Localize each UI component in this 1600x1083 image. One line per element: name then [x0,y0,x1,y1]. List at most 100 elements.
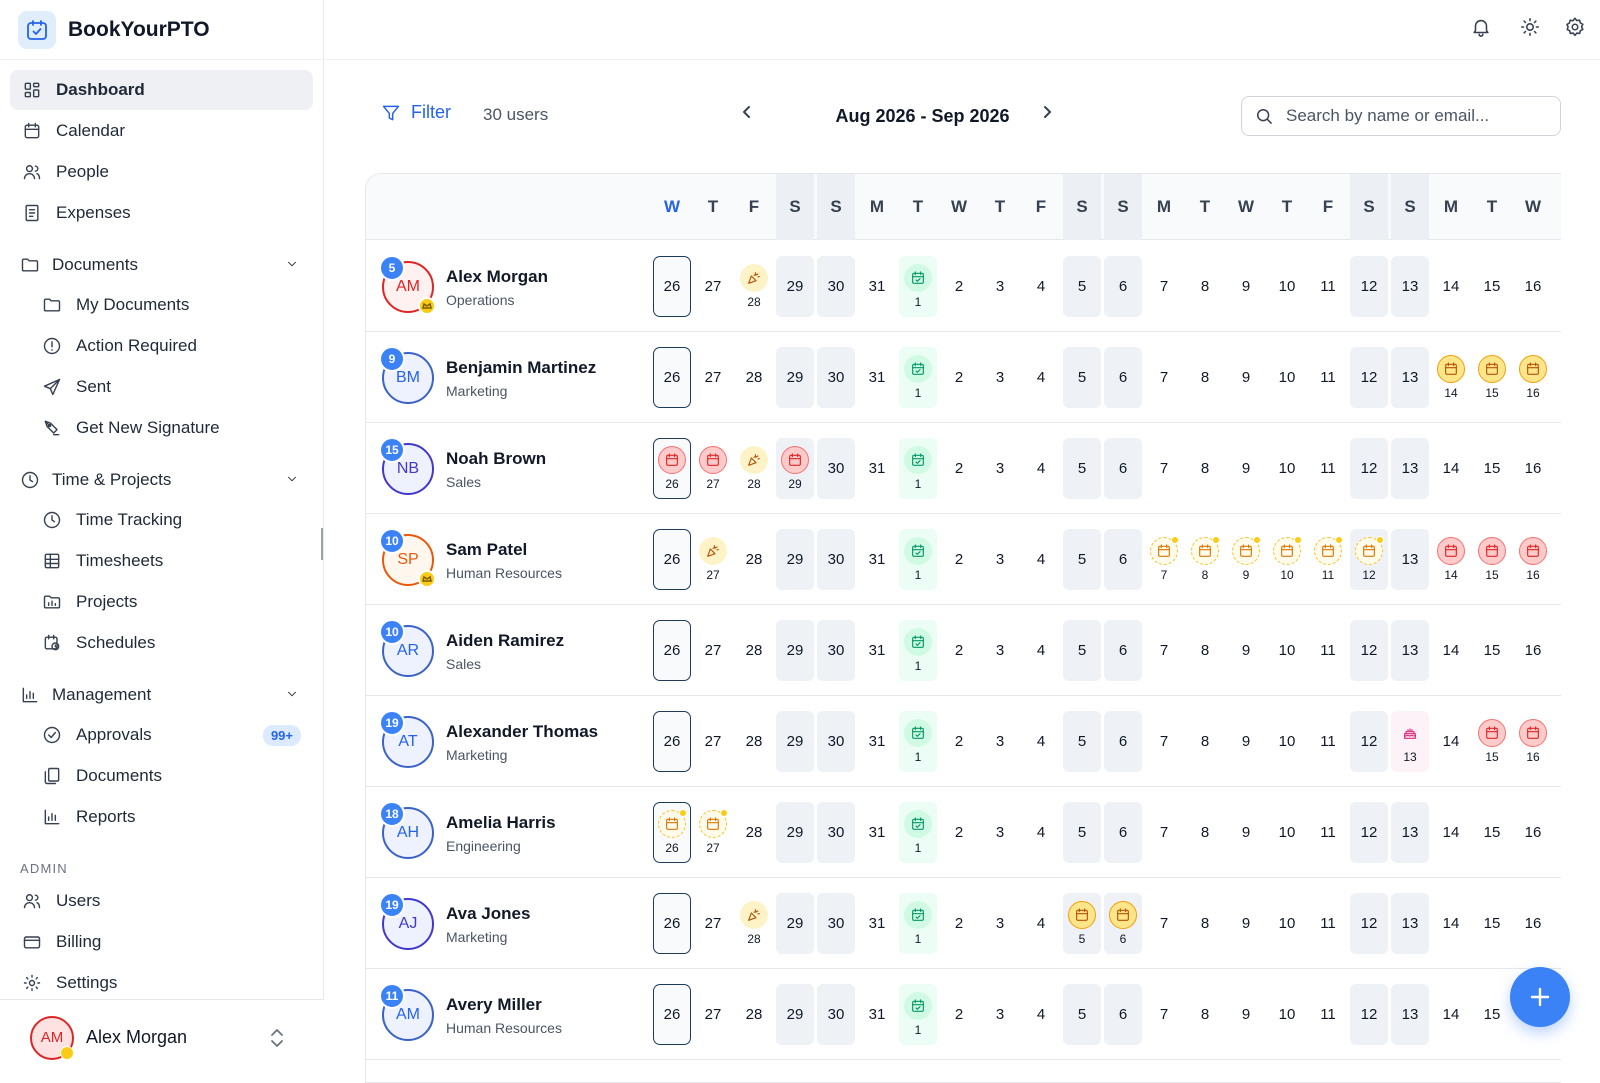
day-cell[interactable]: 8 [1200,642,1210,659]
day-cell[interactable]: 3 [995,278,1005,295]
day-cell[interactable]: 4 [1036,733,1046,750]
day-cell[interactable]: 11 [1320,915,1336,932]
day-cell[interactable]: 1 [899,802,937,863]
day-cell[interactable]: 26 [653,802,691,863]
day-cell[interactable]: 3 [995,915,1005,932]
day-cell[interactable]: 28 [745,1006,763,1023]
day-cell[interactable]: 27 [704,1006,722,1023]
day-cell[interactable]: 28 [735,893,773,954]
person-name[interactable]: Noah Brown [446,449,547,468]
add-button[interactable] [1510,967,1570,1027]
sidebar-item-projects[interactable]: Projects [10,582,313,622]
table-row[interactable]: AT 19 Alexander Thomas Marketing 26 27 28 29 30 3… [366,696,1561,787]
day-cell[interactable]: 4 [1036,278,1046,295]
day-cell[interactable]: 26 [653,529,691,590]
day-cell[interactable]: 10 [1278,1006,1296,1023]
day-cell[interactable]: 8 [1200,824,1210,841]
day-cell[interactable]: 10 [1268,529,1306,590]
day-cell[interactable]: 15 [1483,460,1501,477]
gear-icon[interactable] [1562,14,1588,40]
day-cell[interactable]: 5 [1063,529,1101,590]
day-cell[interactable]: 27 [694,802,732,863]
day-cell[interactable]: 30 [817,438,855,499]
day-cell[interactable]: 28 [735,438,773,499]
day-cell[interactable]: 14 [1432,347,1470,408]
day-cell[interactable]: 12 [1350,893,1388,954]
next-range-button[interactable] [1033,98,1061,126]
day-cell[interactable]: 6 [1104,802,1142,863]
day-cell[interactable]: 14 [1442,824,1460,841]
sidebar-item-approvals[interactable]: Approvals 99+ [10,715,313,755]
avatar[interactable]: SP [382,534,434,586]
day-cell[interactable]: 14 [1442,642,1460,659]
day-cell[interactable]: 7 [1159,369,1169,386]
table-row[interactable]: AR 10 Aiden Ramirez Sales 26 27 28 29 30 31 1 2 3 4 5 6… [366,605,1561,696]
section-management[interactable]: Management [10,675,313,715]
day-cell[interactable]: 11 [1320,460,1336,477]
sidebar-item-users[interactable]: Users [10,881,313,921]
day-cell[interactable]: 14 [1442,733,1460,750]
day-cell[interactable]: 31 [868,551,886,568]
day-cell[interactable]: 2 [954,369,964,386]
day-cell[interactable]: 13 [1391,438,1429,499]
day-cell[interactable]: 16 [1524,824,1542,841]
day-cell[interactable]: 9 [1241,369,1251,386]
day-cell[interactable]: 26 [653,984,691,1045]
day-cell[interactable]: 12 [1350,802,1388,863]
day-cell[interactable]: 15 [1483,642,1501,659]
sidebar-item-get-new-signature[interactable]: Get New Signature [10,408,313,448]
day-cell[interactable]: 14 [1442,460,1460,477]
day-cell[interactable]: 12 [1350,711,1388,772]
sidebar-resize-handle[interactable] [319,528,325,560]
day-cell[interactable]: 5 [1063,347,1101,408]
day-cell[interactable]: 28 [735,256,773,317]
day-cell[interactable]: 6 [1104,256,1142,317]
day-cell[interactable]: 29 [776,711,814,772]
day-cell[interactable]: 2 [954,642,964,659]
day-cell[interactable]: 11 [1320,642,1336,659]
day-cell[interactable]: 1 [899,347,937,408]
day-cell[interactable]: 5 [1063,984,1101,1045]
day-cell[interactable]: 5 [1063,620,1101,681]
day-cell[interactable]: 14 [1442,1006,1460,1023]
sidebar-item-timesheets[interactable]: Timesheets [10,541,313,581]
section-time-projects[interactable]: Time & Projects [10,460,313,500]
sidebar-item-schedules[interactable]: Schedules [10,623,313,663]
day-cell[interactable]: 9 [1241,460,1251,477]
day-cell[interactable]: 13 [1391,347,1429,408]
day-cell[interactable]: 5 [1063,802,1101,863]
avatar[interactable]: AH [382,807,434,859]
person-name[interactable]: Alex Morgan [446,267,549,286]
day-cell[interactable]: 31 [868,642,886,659]
day-cell[interactable]: 10 [1278,824,1296,841]
day-cell[interactable]: 29 [776,347,814,408]
day-cell[interactable]: 31 [868,278,886,295]
day-cell[interactable]: 1 [899,620,937,681]
day-cell[interactable]: 7 [1159,278,1169,295]
day-cell[interactable]: 31 [868,915,886,932]
table-row[interactable]: AH 18 Amelia Harris Engineering 26 27 28 29 30 31… [366,787,1561,878]
day-cell[interactable]: 2 [954,824,964,841]
table-row[interactable]: AJ 19 Ava Jones Marketing 26 27 28 29 30 31 1 2 3 4 5 6… [366,878,1561,969]
day-cell[interactable]: 2 [954,551,964,568]
day-cell[interactable]: 5 [1063,256,1101,317]
day-cell[interactable]: 4 [1036,369,1046,386]
day-cell[interactable]: 6 [1104,529,1142,590]
day-cell[interactable]: 7 [1159,824,1169,841]
day-cell[interactable]: 26 [653,256,691,317]
day-cell[interactable]: 8 [1200,733,1210,750]
day-cell[interactable]: 2 [954,733,964,750]
day-cell[interactable]: 1 [899,256,937,317]
day-cell[interactable]: 5 [1063,711,1101,772]
day-cell[interactable]: 11 [1320,369,1336,386]
sidebar-item-expenses[interactable]: Expenses [10,193,313,233]
day-cell[interactable]: 16 [1514,529,1552,590]
day-cell[interactable]: 15 [1473,711,1511,772]
person-name[interactable]: Aiden Ramirez [446,631,565,650]
day-cell[interactable]: 4 [1036,642,1046,659]
day-cell[interactable]: 29 [776,802,814,863]
day-cell[interactable]: 2 [954,915,964,932]
day-cell[interactable]: 8 [1200,1006,1210,1023]
day-cell[interactable]: 30 [817,893,855,954]
day-cell[interactable]: 8 [1200,278,1210,295]
